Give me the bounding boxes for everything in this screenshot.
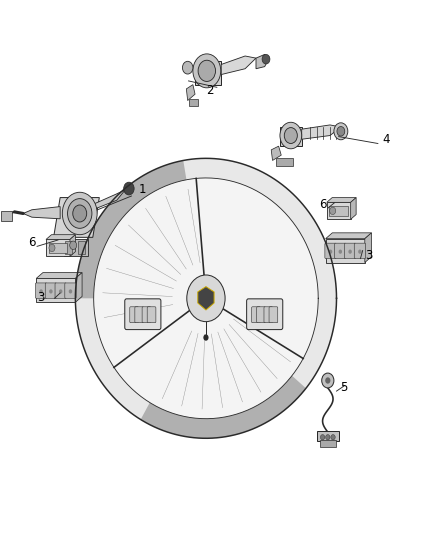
Circle shape [39,289,43,294]
Circle shape [59,289,63,294]
Polygon shape [195,61,221,85]
FancyBboxPatch shape [135,307,144,322]
Circle shape [67,199,92,228]
FancyBboxPatch shape [189,99,198,107]
Polygon shape [114,298,303,419]
Circle shape [49,289,53,294]
FancyBboxPatch shape [64,239,88,256]
Text: 2: 2 [206,84,213,96]
Polygon shape [141,376,306,438]
Text: 6: 6 [28,236,36,249]
Polygon shape [256,54,269,69]
Polygon shape [46,235,75,239]
FancyBboxPatch shape [147,307,156,322]
Circle shape [330,207,336,215]
Circle shape [358,249,362,254]
FancyBboxPatch shape [329,206,348,216]
Circle shape [193,54,221,88]
Polygon shape [53,198,99,237]
Text: 5: 5 [340,381,347,394]
FancyBboxPatch shape [252,307,260,322]
Polygon shape [75,158,336,438]
Circle shape [321,434,325,440]
FancyBboxPatch shape [35,283,47,298]
Circle shape [69,289,72,294]
FancyBboxPatch shape [125,299,161,329]
Polygon shape [93,190,125,210]
FancyBboxPatch shape [1,211,12,221]
Circle shape [70,241,77,249]
FancyBboxPatch shape [142,307,151,322]
Circle shape [322,373,334,388]
Polygon shape [186,85,195,101]
Circle shape [325,377,330,384]
FancyBboxPatch shape [269,307,278,322]
Polygon shape [94,179,206,367]
Circle shape [334,123,348,140]
Circle shape [339,249,342,254]
Polygon shape [271,146,281,160]
FancyBboxPatch shape [49,243,67,253]
Polygon shape [23,207,60,219]
Polygon shape [327,203,351,219]
FancyBboxPatch shape [247,299,283,329]
Text: 6: 6 [319,198,327,211]
Circle shape [203,334,208,341]
FancyBboxPatch shape [264,307,273,322]
Text: 3: 3 [365,248,372,262]
Polygon shape [327,198,356,203]
Circle shape [329,249,332,254]
Circle shape [198,60,215,82]
Circle shape [284,127,297,143]
FancyBboxPatch shape [320,440,336,447]
Text: 1: 1 [138,183,146,196]
Circle shape [183,61,193,74]
Circle shape [73,205,87,222]
Polygon shape [280,127,302,146]
Circle shape [187,275,225,321]
Circle shape [49,244,55,252]
Polygon shape [75,160,187,298]
FancyBboxPatch shape [344,243,356,259]
Polygon shape [221,56,256,75]
Circle shape [62,192,97,235]
Circle shape [325,434,330,440]
Polygon shape [325,239,365,263]
Text: 3: 3 [37,291,44,304]
FancyBboxPatch shape [276,158,293,166]
Text: 4: 4 [382,133,390,147]
FancyBboxPatch shape [78,240,85,254]
Circle shape [124,182,134,195]
Polygon shape [196,178,318,359]
Polygon shape [302,125,341,139]
Polygon shape [75,272,82,302]
FancyBboxPatch shape [325,243,336,259]
FancyBboxPatch shape [335,243,346,259]
Polygon shape [46,239,70,256]
Circle shape [262,54,270,64]
Polygon shape [365,233,371,263]
Circle shape [348,249,352,254]
FancyBboxPatch shape [257,307,265,322]
Polygon shape [198,287,214,310]
Polygon shape [325,233,371,239]
Polygon shape [70,235,75,256]
FancyBboxPatch shape [55,283,66,298]
Polygon shape [351,198,356,219]
Circle shape [337,126,345,136]
FancyBboxPatch shape [354,243,366,259]
Polygon shape [36,272,82,278]
FancyBboxPatch shape [317,431,339,441]
Polygon shape [36,278,75,302]
FancyBboxPatch shape [130,307,138,322]
FancyBboxPatch shape [65,283,76,298]
Circle shape [280,122,302,149]
FancyBboxPatch shape [65,240,72,254]
Circle shape [331,434,335,440]
FancyBboxPatch shape [45,283,57,298]
